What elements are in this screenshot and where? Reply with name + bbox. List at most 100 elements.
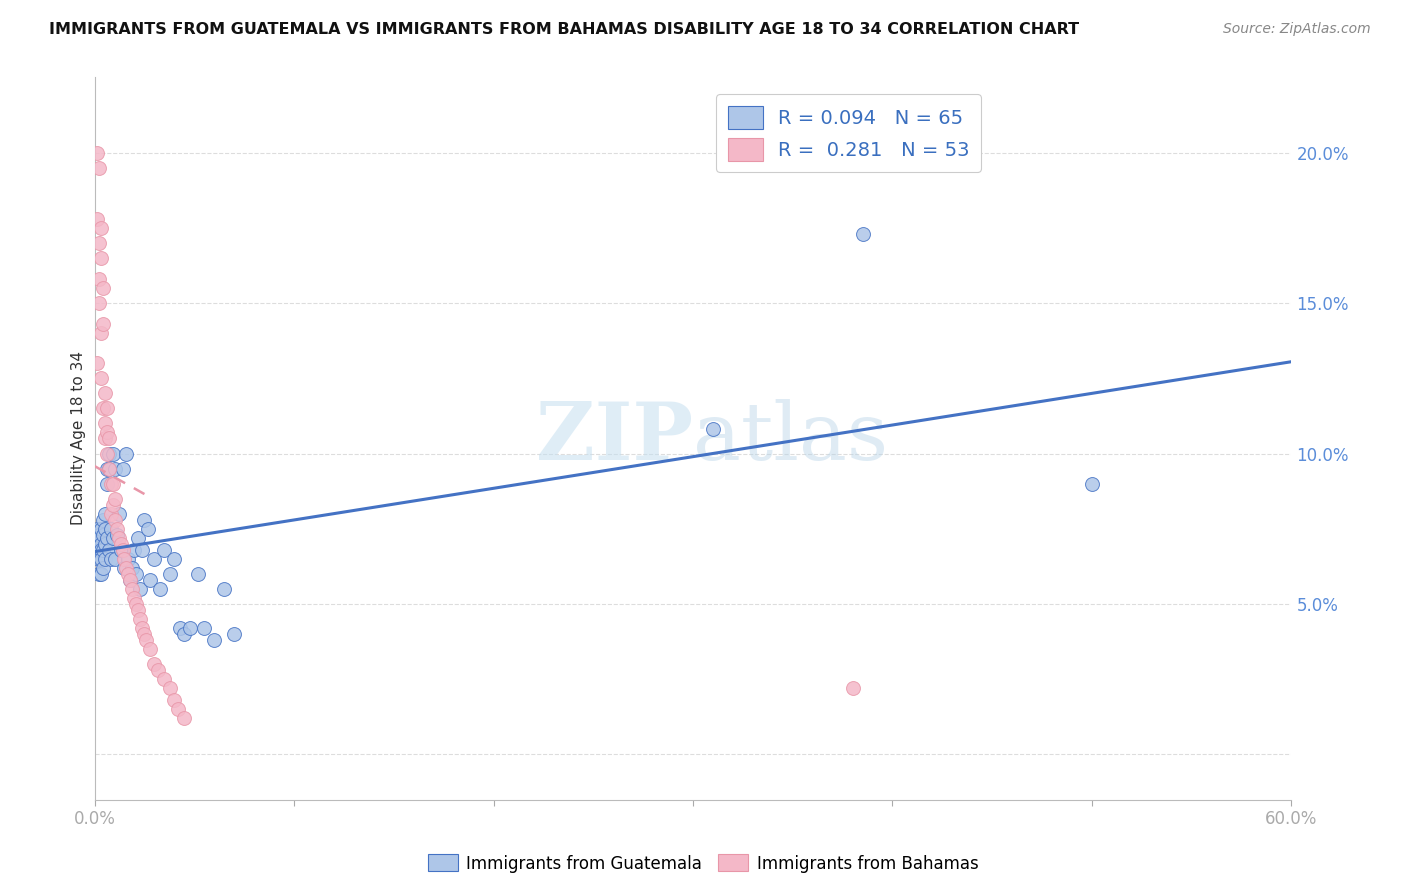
Point: [167, 702, 190, 716]
Point: [149, 582, 172, 596]
Point: [1081, 476, 1104, 491]
Point: [93, 386, 115, 401]
Point: [121, 582, 143, 596]
Point: [120, 573, 142, 587]
Text: Source: ZipAtlas.com: Source: ZipAtlas.com: [1223, 22, 1371, 37]
Point: [110, 537, 132, 551]
Point: [117, 551, 139, 566]
Point: [127, 603, 149, 617]
Point: [91, 542, 114, 557]
Point: [96, 446, 118, 460]
Point: [103, 551, 125, 566]
Point: [163, 693, 186, 707]
Point: [101, 446, 124, 460]
Point: [90, 522, 112, 536]
Point: [96, 531, 118, 545]
Point: [87, 528, 110, 542]
Point: [101, 498, 124, 512]
Point: [97, 432, 120, 446]
Point: [90, 566, 112, 581]
Point: [91, 317, 114, 331]
Point: [124, 542, 146, 557]
Point: [107, 531, 129, 545]
Point: [127, 531, 149, 545]
Point: [91, 528, 114, 542]
Point: [93, 522, 115, 536]
Point: [96, 461, 118, 475]
Point: [187, 566, 209, 581]
Point: [100, 551, 122, 566]
Point: [120, 573, 142, 587]
Point: [90, 251, 112, 265]
Point: [86, 145, 108, 160]
Point: [90, 551, 112, 566]
Point: [202, 633, 225, 648]
Point: [131, 542, 153, 557]
Point: [179, 621, 201, 635]
Point: [173, 711, 195, 725]
Legend: Immigrants from Guatemala, Immigrants from Bahamas: Immigrants from Guatemala, Immigrants fr…: [420, 847, 986, 880]
Point: [139, 642, 162, 657]
Point: [153, 542, 176, 557]
Point: [103, 513, 125, 527]
Point: [115, 561, 138, 575]
Text: IMMIGRANTS FROM GUATEMALA VS IMMIGRANTS FROM BAHAMAS DISABILITY AGE 18 TO 34 COR: IMMIGRANTS FROM GUATEMALA VS IMMIGRANTS …: [49, 22, 1080, 37]
Point: [121, 561, 143, 575]
Point: [105, 528, 128, 542]
Point: [110, 542, 132, 557]
Point: [87, 542, 110, 557]
Point: [93, 417, 115, 431]
Legend: R = 0.094   N = 65, R =  0.281   N = 53: R = 0.094 N = 65, R = 0.281 N = 53: [716, 95, 981, 172]
Point: [96, 401, 118, 416]
Point: [224, 627, 246, 641]
Point: [139, 573, 162, 587]
Point: [97, 461, 120, 475]
Point: [86, 531, 108, 545]
Point: [153, 672, 176, 686]
Point: [702, 422, 724, 436]
Point: [129, 612, 152, 626]
Point: [105, 522, 128, 536]
Point: [87, 272, 110, 286]
Point: [115, 446, 138, 460]
Point: [100, 507, 122, 521]
Point: [90, 220, 112, 235]
Point: [103, 491, 125, 506]
Point: [90, 542, 112, 557]
Point: [111, 542, 134, 557]
Point: [97, 446, 120, 460]
Point: [87, 161, 110, 175]
Point: [91, 513, 114, 527]
Point: [107, 507, 129, 521]
Point: [101, 531, 124, 545]
Point: [143, 551, 166, 566]
Point: [173, 627, 195, 641]
Point: [96, 425, 118, 440]
Point: [91, 401, 114, 416]
Point: [86, 211, 108, 226]
Point: [114, 561, 136, 575]
Point: [159, 681, 181, 696]
Point: [125, 597, 148, 611]
Point: [841, 681, 863, 696]
Point: [96, 476, 118, 491]
Point: [212, 582, 235, 596]
Point: [143, 657, 166, 672]
Point: [91, 281, 114, 295]
Point: [117, 566, 139, 581]
Point: [163, 551, 186, 566]
Point: [111, 461, 134, 475]
Point: [91, 561, 114, 575]
Point: [90, 537, 112, 551]
Point: [93, 551, 115, 566]
Point: [97, 542, 120, 557]
Point: [114, 551, 136, 566]
Text: ZIP: ZIP: [536, 400, 693, 477]
Point: [90, 326, 112, 341]
Point: [851, 227, 873, 241]
Point: [93, 537, 115, 551]
Point: [131, 621, 153, 635]
Point: [125, 566, 148, 581]
Text: atlas: atlas: [693, 400, 889, 477]
Y-axis label: Disability Age 18 to 34: Disability Age 18 to 34: [72, 351, 86, 525]
